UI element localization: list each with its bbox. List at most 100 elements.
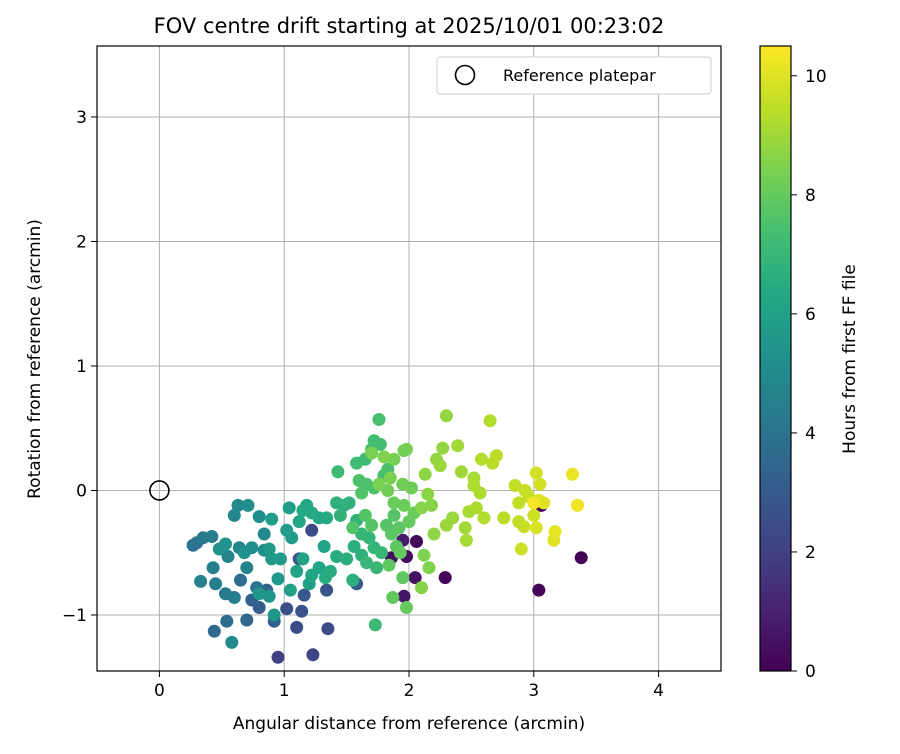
legend-marker-icon [454, 64, 476, 86]
data-point [375, 546, 388, 560]
data-point [220, 614, 234, 628]
data-point [297, 588, 311, 602]
data-point [257, 527, 271, 541]
data-point [514, 542, 528, 556]
data-point [290, 564, 304, 578]
data-point [252, 587, 266, 601]
data-point [382, 558, 396, 572]
data-point [489, 449, 503, 463]
data-point [497, 511, 511, 525]
colorbar-tick-label: 0 [805, 662, 816, 682]
data-point [421, 487, 435, 501]
data-point [566, 467, 579, 481]
data-point [312, 561, 326, 575]
data-point [433, 459, 447, 473]
data-point [355, 486, 369, 500]
data-point [400, 442, 413, 456]
data-point [446, 511, 460, 525]
data-point [459, 533, 473, 547]
data-point [283, 583, 297, 597]
data-point [212, 542, 226, 556]
x-tick-label: 2 [404, 681, 415, 701]
data-point [387, 508, 401, 522]
data-point [280, 523, 294, 537]
reference-platepar-marker [149, 480, 170, 501]
data-point [527, 496, 541, 510]
x-tick-label: 3 [528, 681, 539, 701]
data-point [377, 450, 391, 464]
data-point [370, 561, 384, 575]
data-point [425, 498, 438, 512]
data-point [207, 624, 221, 638]
data-point [529, 521, 543, 535]
data-point [262, 589, 276, 603]
data-point [333, 508, 347, 522]
colorbar-tick-label: 8 [805, 186, 816, 206]
data-point [237, 546, 251, 560]
data-point [415, 581, 428, 595]
data-point [408, 571, 422, 585]
data-point [296, 552, 310, 566]
data-point [365, 518, 379, 532]
data-point [368, 618, 382, 632]
data-point [320, 583, 334, 597]
data-point [318, 571, 332, 585]
data-point [483, 414, 497, 428]
y-tick-label: −1 [62, 606, 87, 626]
data-point [252, 510, 266, 524]
data-point [225, 635, 239, 649]
data-point [469, 501, 483, 515]
data-point [227, 591, 241, 604]
data-point [383, 471, 397, 485]
colorbar-tick-label: 4 [805, 424, 816, 444]
data-point [231, 498, 245, 512]
data-point [574, 551, 588, 565]
legend: Reference platepar [436, 56, 712, 95]
data-point [321, 622, 335, 636]
data-point [508, 479, 522, 492]
data-point [240, 561, 254, 575]
data-point [533, 477, 547, 491]
data-point [206, 561, 220, 575]
data-point [422, 561, 436, 575]
data-point [458, 521, 472, 535]
colorbar-label: Hours from first FF file [840, 264, 860, 454]
data-point [362, 531, 376, 545]
data-point [262, 542, 276, 556]
data-point [571, 498, 584, 512]
data-point [529, 466, 543, 480]
data-point [295, 604, 309, 618]
data-point [240, 613, 254, 627]
data-point [306, 648, 320, 662]
data-point [234, 573, 247, 587]
data-point [477, 511, 491, 525]
data-point [358, 508, 372, 522]
data-point [267, 608, 281, 622]
legend-label: Reference platepar [503, 66, 656, 85]
data-point [205, 530, 219, 543]
data-point [387, 452, 401, 466]
data-point [473, 486, 487, 500]
data-point [346, 521, 360, 535]
data-point [372, 413, 386, 426]
data-point [454, 465, 468, 479]
data-point [417, 548, 431, 562]
data-point [436, 441, 450, 455]
data-point [400, 601, 413, 614]
data-point [385, 527, 398, 541]
data-point [405, 481, 418, 495]
data-point [410, 535, 423, 548]
y-tick-label: 0 [76, 481, 87, 501]
data-point [320, 511, 334, 525]
data-point [221, 550, 235, 563]
data-point [397, 589, 411, 603]
data-point [397, 498, 411, 512]
data-point [296, 503, 310, 517]
x-tick-label: 4 [653, 681, 664, 701]
data-point [548, 525, 562, 539]
data-point [527, 508, 541, 522]
data-point [305, 523, 319, 537]
data-point [532, 583, 546, 597]
chart-title: FOV centre drift starting at 2025/10/01 … [154, 14, 665, 38]
